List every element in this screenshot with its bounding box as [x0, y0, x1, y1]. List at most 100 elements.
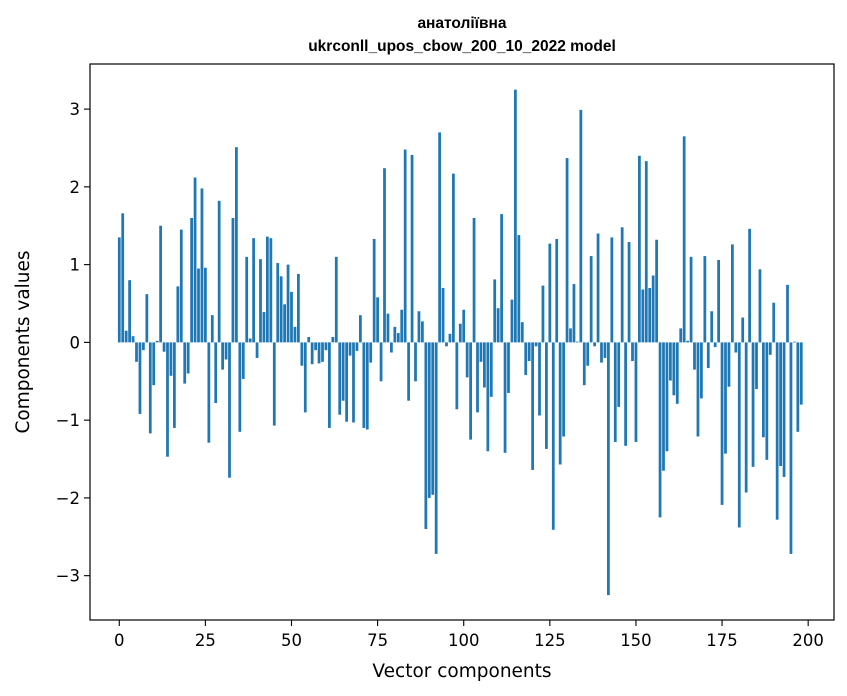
bar-component-63	[334, 256, 338, 343]
bar-component-24	[200, 188, 204, 343]
y-tick-label: −2	[56, 489, 80, 508]
bar-component-145	[617, 342, 621, 407]
bar-component-71	[362, 342, 366, 428]
bar-component-127	[555, 238, 559, 343]
bar-component-167	[693, 342, 696, 370]
bar-component-126	[551, 342, 555, 530]
bar-component-101	[465, 342, 469, 378]
bar-component-31	[224, 342, 228, 360]
bar-component-80	[393, 326, 397, 343]
bar-component-48	[283, 304, 286, 343]
bar-component-33	[231, 217, 235, 343]
bar-component-42	[262, 312, 266, 343]
bar-component-52	[297, 273, 300, 343]
bar-component-104	[476, 342, 479, 413]
bar-component-136	[586, 342, 590, 366]
bar-component-49	[286, 264, 290, 343]
bar-component-94	[441, 287, 445, 343]
bar-component-38	[248, 338, 252, 343]
bar-component-43	[266, 236, 269, 343]
bar-component-179	[734, 342, 738, 353]
bar-component-57	[314, 342, 317, 351]
bar-component-130	[565, 158, 569, 343]
bar-component-133	[576, 341, 579, 343]
bar-component-95	[445, 342, 448, 347]
bar-component-17	[176, 286, 180, 343]
bar-component-9	[148, 342, 152, 434]
bar-component-51	[293, 326, 297, 343]
bar-component-155	[651, 275, 655, 343]
bar-component-111	[500, 214, 503, 343]
bar-component-56	[310, 342, 314, 365]
bar-component-135	[582, 342, 586, 386]
bar-component-29	[217, 200, 221, 343]
bar-component-96	[448, 333, 452, 343]
bar-component-11	[155, 340, 159, 343]
bar-component-123	[541, 285, 545, 343]
bar-component-26	[207, 342, 211, 443]
bar-component-13	[162, 342, 166, 352]
bar-component-164	[682, 136, 686, 343]
bar-component-92	[434, 342, 438, 554]
bar-component-19	[183, 342, 187, 384]
bar-component-186	[758, 269, 762, 343]
x-tick-label: 200	[792, 631, 824, 650]
bar-component-65	[341, 342, 345, 401]
y-tick-label: 2	[70, 178, 81, 197]
bar-component-105	[479, 342, 483, 362]
bar-component-1	[121, 213, 125, 343]
bar-component-139	[596, 233, 600, 343]
x-tick-label: 0	[114, 631, 125, 650]
bar-component-47	[279, 276, 283, 343]
bar-component-181	[741, 317, 745, 343]
bar-component-72	[365, 342, 369, 430]
bar-component-144	[613, 342, 617, 442]
bar-component-120	[531, 342, 534, 470]
bar-component-35	[238, 342, 242, 432]
bar-component-97	[452, 173, 455, 343]
bar-component-148	[627, 242, 631, 343]
bar-component-185	[755, 342, 758, 390]
bar-component-68	[352, 342, 355, 423]
bar-component-36	[241, 342, 245, 379]
bar-component-188	[765, 342, 769, 460]
bar-component-180	[737, 342, 741, 528]
bar-component-131	[569, 328, 572, 343]
y-tick-label: 0	[70, 333, 81, 352]
bar-component-122	[538, 342, 541, 416]
chart-title-line-1: анатоліївна	[417, 15, 506, 32]
y-axis-label: Components values	[13, 250, 34, 433]
bar-component-102	[469, 342, 472, 440]
y-tick-label: −1	[56, 411, 80, 430]
bar-component-108	[489, 342, 493, 397]
bar-component-121	[534, 342, 538, 347]
bar-component-118	[524, 342, 528, 376]
bar-component-170	[703, 256, 707, 343]
y-tick-label: −3	[56, 567, 80, 586]
y-axis-ticks: −3 −2 −1 0 1 2 3	[56, 100, 90, 586]
bar-component-41	[259, 259, 262, 343]
y-tick-label: 3	[70, 100, 81, 119]
x-tick-label: 25	[195, 631, 216, 650]
x-tick-label: 175	[706, 631, 738, 650]
bar-component-103	[472, 217, 476, 343]
bar-component-7	[142, 342, 145, 351]
bar-component-59	[321, 342, 324, 362]
bar-component-50	[290, 291, 293, 343]
bar-component-16	[173, 342, 176, 428]
bar-component-109	[493, 279, 497, 343]
bar-component-189	[768, 342, 772, 355]
bar-component-107	[486, 342, 490, 452]
bar-component-37	[245, 256, 249, 343]
bar-component-195	[789, 342, 793, 554]
bar-component-196	[793, 341, 796, 343]
bar-component-83	[403, 149, 407, 343]
bar-component-150	[634, 342, 638, 442]
bar-component-60	[324, 342, 328, 351]
bar-component-193	[782, 342, 786, 477]
bar-component-173	[713, 342, 717, 348]
bar-component-191	[775, 342, 779, 520]
bar-component-132	[572, 284, 576, 343]
bar-component-53	[300, 342, 304, 366]
